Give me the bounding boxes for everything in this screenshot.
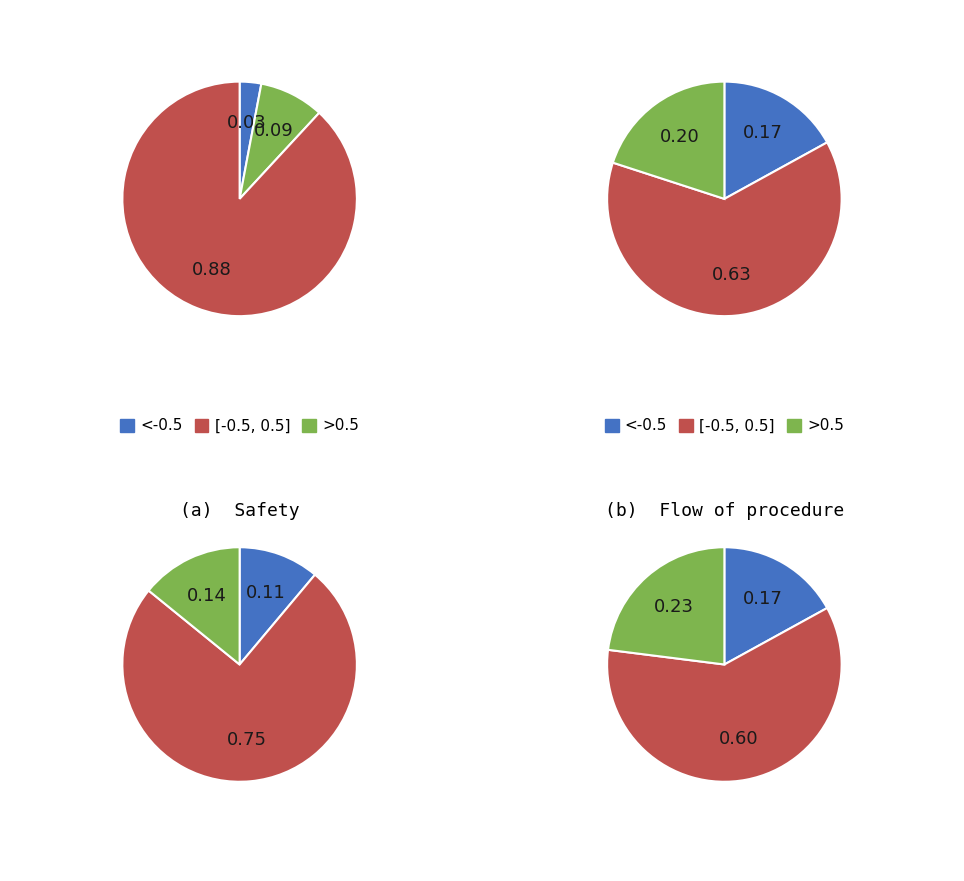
Text: 0.75: 0.75 [227, 731, 267, 750]
Wedge shape [240, 547, 315, 664]
Text: 0.03: 0.03 [227, 114, 267, 132]
Legend: <-0.5, [-0.5, 0.5], >0.5: <-0.5, [-0.5, 0.5], >0.5 [114, 878, 365, 881]
Wedge shape [608, 547, 724, 664]
Text: 0.11: 0.11 [246, 584, 285, 602]
Text: 0.14: 0.14 [187, 587, 227, 604]
Wedge shape [122, 82, 357, 316]
Text: (a)  Safety: (a) Safety [180, 502, 300, 521]
Wedge shape [607, 608, 842, 781]
Wedge shape [122, 574, 357, 781]
Text: 0.60: 0.60 [719, 730, 759, 748]
Wedge shape [607, 143, 842, 316]
Legend: <-0.5, [-0.5, 0.5], >0.5: <-0.5, [-0.5, 0.5], >0.5 [599, 412, 850, 440]
Wedge shape [240, 82, 261, 199]
Text: (b)  Flow of procedure: (b) Flow of procedure [604, 502, 844, 521]
Text: 0.23: 0.23 [654, 598, 694, 617]
Text: 0.09: 0.09 [254, 122, 294, 140]
Text: 0.88: 0.88 [192, 261, 231, 279]
Wedge shape [724, 82, 827, 199]
Text: 0.17: 0.17 [743, 590, 783, 608]
Wedge shape [240, 84, 319, 199]
Text: 0.20: 0.20 [659, 129, 700, 146]
Text: 0.63: 0.63 [711, 266, 752, 284]
Wedge shape [613, 82, 724, 199]
Text: 0.17: 0.17 [743, 124, 783, 142]
Wedge shape [148, 547, 240, 664]
Legend: <-3.5, [-3.5, 3.5], >3.5: <-3.5, [-3.5, 3.5], >3.5 [599, 878, 850, 881]
Legend: <-0.5, [-0.5, 0.5], >0.5: <-0.5, [-0.5, 0.5], >0.5 [114, 412, 365, 440]
Wedge shape [724, 547, 827, 664]
